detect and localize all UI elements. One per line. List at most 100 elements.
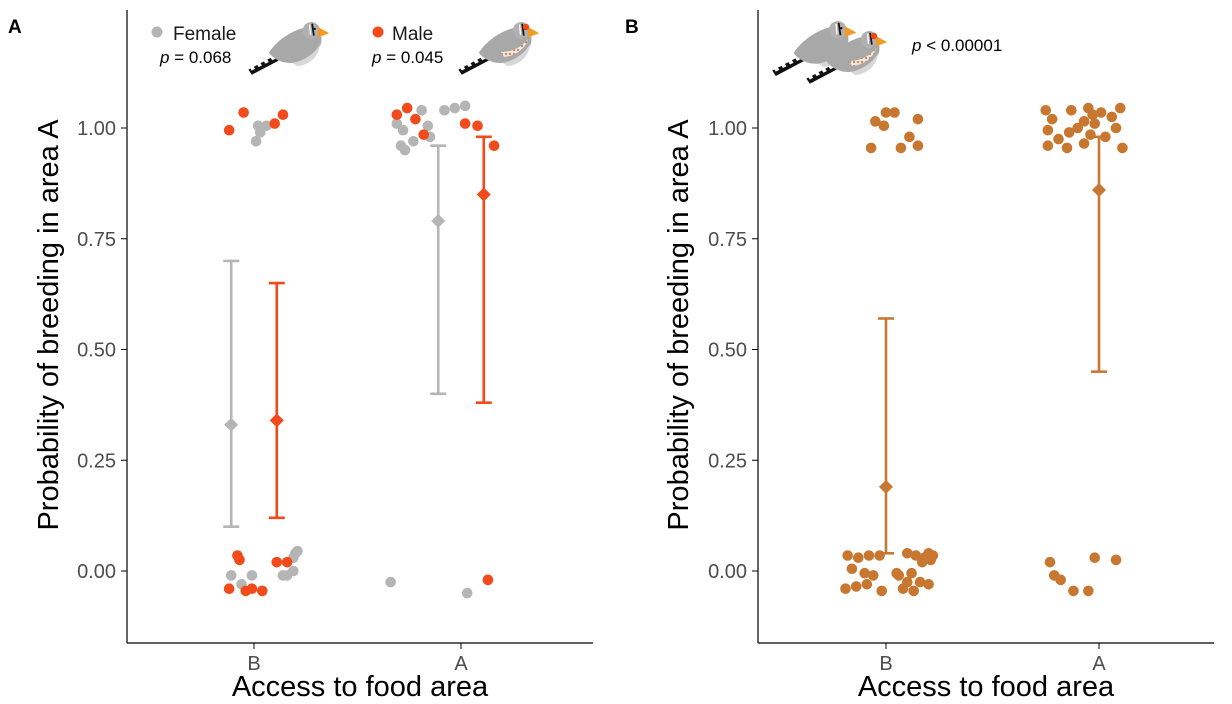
y-tick-label: 1.00 xyxy=(77,118,116,140)
data-point xyxy=(256,585,268,597)
legend-male-label: Male xyxy=(392,24,433,45)
panel-b-y-axis: 0.00 0.25 0.50 0.75 1.00 xyxy=(708,10,759,643)
data-point xyxy=(846,563,858,575)
pair-zebra-finch-icon xyxy=(771,20,888,84)
data-point xyxy=(1040,104,1052,116)
data-point xyxy=(876,585,888,597)
data-point xyxy=(269,118,281,129)
legend-male-swatch xyxy=(372,26,384,38)
y-tick-label: 0.00 xyxy=(77,561,116,583)
data-point xyxy=(1042,124,1054,136)
data-point xyxy=(904,131,915,143)
panel-b-label: B xyxy=(625,17,639,38)
data-point xyxy=(902,547,913,559)
legend-female: Female p = 0.068 xyxy=(151,21,330,75)
data-point xyxy=(923,578,934,590)
data-point xyxy=(910,550,922,561)
legend-female-p-value: p = 0.068 xyxy=(159,48,231,67)
mean-marker xyxy=(476,187,491,202)
panel-a-legend: Female p = 0.068 Male p = 0.045 xyxy=(151,21,540,75)
data-point xyxy=(1085,129,1096,140)
data-point xyxy=(842,550,853,561)
mean-marker xyxy=(879,479,893,494)
mean-marker xyxy=(1092,183,1106,198)
y-tick-label: 0.75 xyxy=(77,229,116,251)
data-point xyxy=(1089,118,1101,129)
data-point xyxy=(223,583,235,595)
data-point xyxy=(416,104,427,116)
data-point xyxy=(863,550,875,561)
y-tick-label: 0.50 xyxy=(77,340,116,362)
data-point xyxy=(925,554,937,566)
data-point xyxy=(906,567,917,579)
data-point xyxy=(880,107,892,118)
data-point xyxy=(1078,138,1090,149)
data-point xyxy=(840,583,851,595)
y-tick-label: 0.75 xyxy=(708,229,747,251)
data-point xyxy=(418,129,430,140)
panel-b-p-value: p < 0.00001 xyxy=(911,36,1002,55)
data-point xyxy=(246,570,258,581)
data-point xyxy=(250,135,262,147)
data-point xyxy=(916,556,928,568)
female-zebra-finch-icon xyxy=(247,21,330,75)
data-point xyxy=(277,109,289,121)
data-point xyxy=(867,570,879,581)
data-point xyxy=(459,100,471,112)
data-point xyxy=(908,585,919,597)
data-point xyxy=(1110,554,1122,566)
data-point xyxy=(246,583,258,595)
data-point xyxy=(850,581,862,592)
y-tick-label: 0.50 xyxy=(708,340,747,362)
data-point xyxy=(1083,585,1094,597)
data-point xyxy=(878,120,890,132)
panel-a-y-axis: 0.00 0.25 0.50 0.75 1.00 xyxy=(77,10,128,643)
mean-marker xyxy=(269,413,284,428)
x-tick-label: B xyxy=(879,653,892,675)
data-point xyxy=(223,124,235,136)
data-point xyxy=(234,554,245,566)
data-point xyxy=(408,135,419,147)
data-point xyxy=(439,104,450,116)
data-point xyxy=(281,556,293,568)
panel-b-x-axis-title: Access to food area xyxy=(858,671,1115,703)
data-point xyxy=(391,118,403,129)
data-point xyxy=(1072,122,1083,134)
data-point xyxy=(401,102,413,114)
data-point xyxy=(1053,133,1064,145)
data-point xyxy=(292,545,303,557)
x-tick-label: A xyxy=(1092,653,1106,675)
mean-marker xyxy=(224,417,239,432)
data-point xyxy=(1066,104,1077,116)
data-point xyxy=(861,578,873,590)
data-point xyxy=(482,574,494,586)
data-point xyxy=(1110,122,1122,134)
data-point xyxy=(385,576,396,588)
data-point xyxy=(895,142,907,154)
data-point xyxy=(422,120,434,132)
data-point xyxy=(397,124,409,136)
data-point xyxy=(399,144,411,156)
data-point xyxy=(1115,102,1126,114)
data-point xyxy=(1061,142,1073,154)
data-point xyxy=(1068,585,1079,597)
data-point xyxy=(1117,142,1128,154)
data-point xyxy=(1095,107,1107,118)
x-tick-label: A xyxy=(454,653,468,675)
data-point xyxy=(461,587,473,599)
data-point xyxy=(261,120,272,132)
data-point xyxy=(914,576,926,588)
data-point xyxy=(391,109,403,121)
data-point xyxy=(870,116,881,127)
data-point xyxy=(1106,111,1118,123)
panel-a-label: A xyxy=(8,17,22,38)
y-tick-label: 1.00 xyxy=(708,118,747,140)
y-tick-label: 0.25 xyxy=(708,450,747,472)
legend-female-swatch xyxy=(151,26,163,38)
data-point xyxy=(488,140,500,152)
data-point xyxy=(1078,116,1090,127)
